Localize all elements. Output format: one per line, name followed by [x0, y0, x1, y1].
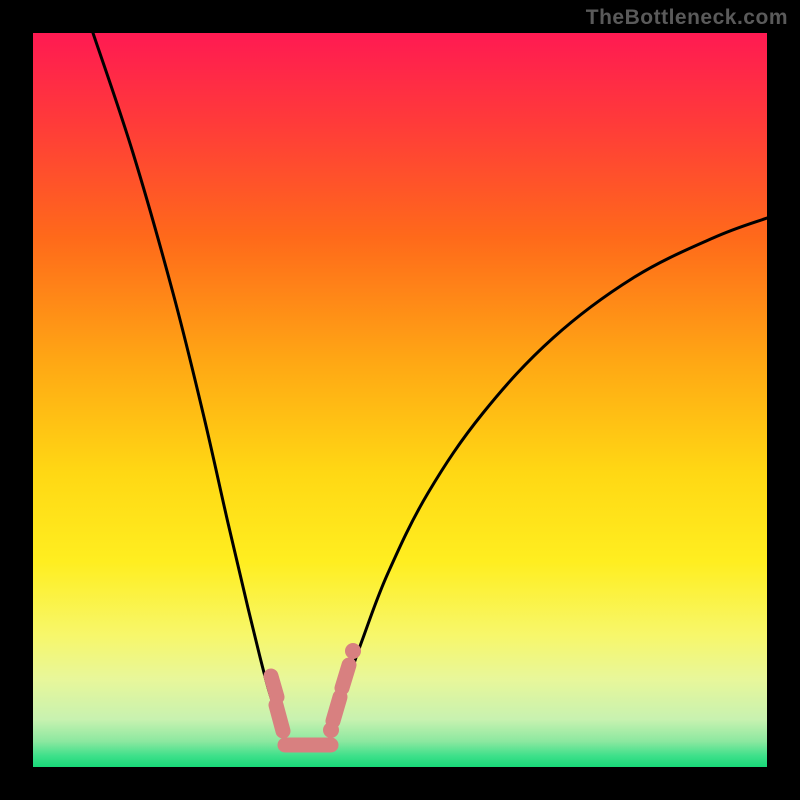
marker-capsule	[276, 705, 283, 731]
marker-capsule	[271, 676, 277, 697]
marker-capsule	[342, 665, 349, 688]
gradient-background	[33, 33, 767, 767]
chart-outer-frame: TheBottleneck.com	[0, 0, 800, 800]
watermark-text: TheBottleneck.com	[586, 6, 788, 30]
marker-dot	[345, 643, 361, 659]
plot-svg	[33, 33, 767, 767]
marker-capsule	[333, 697, 340, 721]
plot-area	[33, 33, 767, 767]
